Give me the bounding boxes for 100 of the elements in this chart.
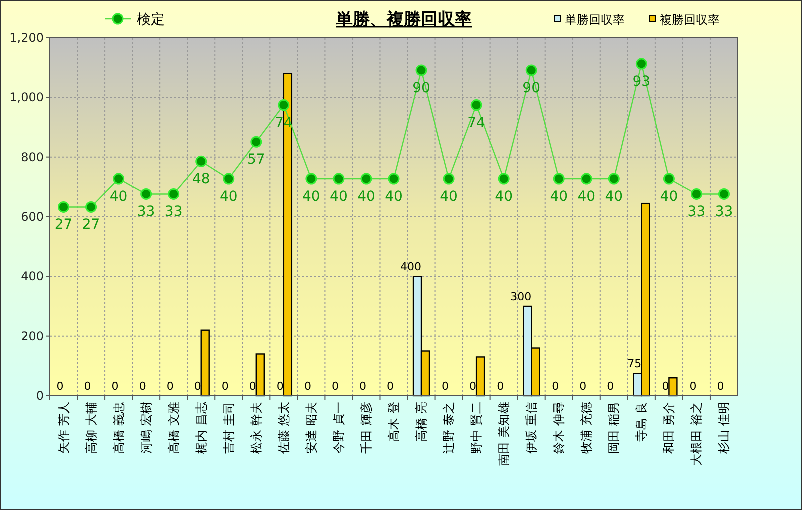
data-label: 57 — [247, 152, 266, 168]
x-tick-label: 佐藤 悠太 — [276, 402, 291, 454]
data-label: 27 — [82, 217, 100, 234]
data-label: 0 — [442, 380, 450, 393]
x-tick-label: 高橋 義忠 — [112, 402, 126, 454]
data-label: 400 — [400, 260, 422, 274]
data-label: 0 — [717, 380, 724, 393]
data-label: 0 — [552, 380, 560, 393]
point — [196, 156, 208, 168]
point — [470, 100, 482, 112]
data-label: 0 — [497, 380, 504, 393]
data-label: 40 — [550, 189, 568, 206]
data-label: 40 — [605, 189, 624, 206]
data-label: 40 — [330, 189, 348, 206]
y-tick-label: 400 — [21, 270, 44, 284]
point — [498, 173, 510, 185]
data-label: 0 — [166, 380, 174, 393]
x-tick-label: 矢作 芳人 — [56, 402, 71, 454]
x-tick-label: 松永 幹夫 — [249, 402, 264, 454]
x-tick-label: 高木 登 — [387, 402, 401, 442]
point — [443, 173, 455, 185]
point — [718, 188, 730, 200]
data-label: 0 — [580, 380, 587, 393]
data-label: 40 — [385, 189, 403, 206]
data-label: 40 — [220, 189, 238, 206]
data-label: 40 — [358, 189, 376, 206]
y-tick-label: 0 — [36, 389, 44, 403]
x-tick-label: 高橋 亮 — [414, 402, 429, 442]
point — [360, 173, 372, 185]
x-tick-label: 和田 勇介 — [662, 402, 676, 454]
point — [250, 136, 262, 148]
x-tick-label: 高柳 大輔 — [84, 402, 98, 454]
data-label: 0 — [662, 380, 670, 393]
point — [553, 173, 565, 185]
data-label: 0 — [194, 380, 202, 393]
x-tick-label: 大根田 裕之 — [690, 402, 704, 466]
point — [223, 173, 235, 185]
point — [690, 188, 702, 200]
data-label: 33 — [715, 204, 734, 220]
data-label: 0 — [690, 380, 697, 393]
bar — [420, 350, 430, 397]
data-label: 0 — [112, 380, 119, 393]
data-label: 33 — [688, 204, 706, 220]
x-tick-label: 野中 賢二 — [470, 402, 484, 454]
bar — [256, 354, 265, 397]
data-label: 40 — [495, 189, 513, 206]
x-tick-label: 岡田 稲男 — [607, 402, 622, 454]
x-tick-label: 鈴木 伸尋 — [552, 402, 566, 454]
data-label: 0 — [332, 380, 339, 393]
data-label: 27 — [54, 217, 73, 234]
x-tick-label: 辻野 泰之 — [442, 402, 456, 454]
point — [113, 173, 125, 185]
point — [86, 201, 98, 213]
point — [580, 173, 592, 185]
data-label: 0 — [359, 380, 366, 393]
x-tick-label: 河嶋 宏樹 — [139, 402, 154, 454]
data-label: 74 — [275, 115, 293, 132]
y-tick-label: 1,200 — [10, 31, 44, 45]
data-label: 40 — [578, 189, 596, 206]
y-tick-label: 1,000 — [10, 90, 44, 105]
data-label: 75 — [628, 358, 642, 371]
data-label: 0 — [387, 380, 394, 393]
point — [663, 173, 675, 185]
data-label: 0 — [470, 380, 477, 393]
data-label: 0 — [607, 380, 614, 393]
legend-label: 単勝回収率 — [565, 13, 625, 27]
point — [140, 188, 152, 200]
x-tick-label: 高橋 文雅 — [166, 402, 181, 454]
point — [58, 201, 70, 213]
x-tick-label: 伊坂 重信 — [524, 402, 539, 454]
x-tick-label: 吉村 圭司 — [222, 402, 236, 454]
x-tick-label: 梶内 昌志 — [194, 402, 208, 454]
x-tick-label: 千田 輝彦 — [359, 402, 374, 454]
bar — [641, 202, 650, 397]
x-tick-label: 杉山 佳明 — [717, 402, 732, 455]
data-label: 40 — [660, 189, 678, 206]
point — [416, 64, 428, 76]
data-label: 0 — [304, 380, 312, 393]
data-label: 0 — [276, 380, 284, 393]
y-tick-label: 800 — [21, 150, 44, 164]
data-label: 40 — [110, 189, 128, 206]
point — [608, 173, 620, 185]
y-tick-label: 600 — [21, 210, 44, 224]
x-tick-label: 安達 昭夫 — [304, 402, 318, 454]
x-tick-label: 今野 貞一 — [332, 402, 346, 454]
bar — [531, 348, 540, 397]
data-label: 0 — [249, 380, 256, 393]
point — [278, 100, 290, 112]
data-label: 0 — [56, 380, 64, 393]
data-label: 33 — [164, 204, 183, 220]
point — [636, 58, 648, 70]
bar — [668, 378, 678, 397]
y-tick-label: 200 — [21, 329, 44, 344]
data-label: 0 — [222, 380, 229, 393]
data-label: 33 — [137, 204, 156, 220]
point — [168, 188, 180, 200]
x-tick-label: 南田 美知雄 — [497, 402, 512, 466]
bar — [476, 356, 486, 397]
point — [388, 173, 400, 185]
data-label: 40 — [302, 189, 320, 206]
